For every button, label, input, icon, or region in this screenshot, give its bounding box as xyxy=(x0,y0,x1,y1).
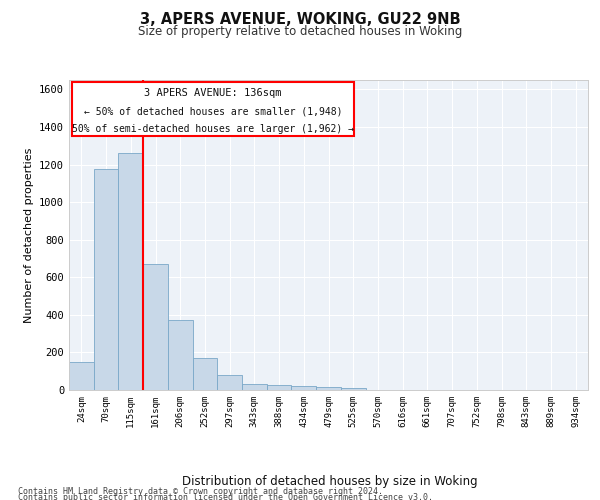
Bar xyxy=(292,386,316,390)
Bar xyxy=(94,169,118,390)
Text: Distribution of detached houses by size in Woking: Distribution of detached houses by size … xyxy=(182,474,478,488)
Bar xyxy=(242,384,267,390)
Y-axis label: Number of detached properties: Number of detached properties xyxy=(23,148,34,322)
Bar xyxy=(217,375,242,390)
Text: Contains HM Land Registry data © Crown copyright and database right 2024.: Contains HM Land Registry data © Crown c… xyxy=(18,487,383,496)
Bar xyxy=(341,388,365,390)
Bar xyxy=(267,386,292,390)
Bar xyxy=(193,358,217,390)
Text: 50% of semi-detached houses are larger (1,962) →: 50% of semi-detached houses are larger (… xyxy=(72,124,354,134)
Bar xyxy=(316,387,341,390)
Text: ← 50% of detached houses are smaller (1,948): ← 50% of detached houses are smaller (1,… xyxy=(84,107,342,117)
Text: Size of property relative to detached houses in Woking: Size of property relative to detached ho… xyxy=(138,25,462,38)
Text: Contains public sector information licensed under the Open Government Licence v3: Contains public sector information licen… xyxy=(18,492,433,500)
Text: 3 APERS AVENUE: 136sqm: 3 APERS AVENUE: 136sqm xyxy=(144,88,282,99)
Bar xyxy=(168,320,193,390)
Bar xyxy=(69,362,94,390)
Text: 3, APERS AVENUE, WOKING, GU22 9NB: 3, APERS AVENUE, WOKING, GU22 9NB xyxy=(140,12,460,28)
Bar xyxy=(143,264,168,390)
Bar xyxy=(118,154,143,390)
FancyBboxPatch shape xyxy=(71,82,355,136)
